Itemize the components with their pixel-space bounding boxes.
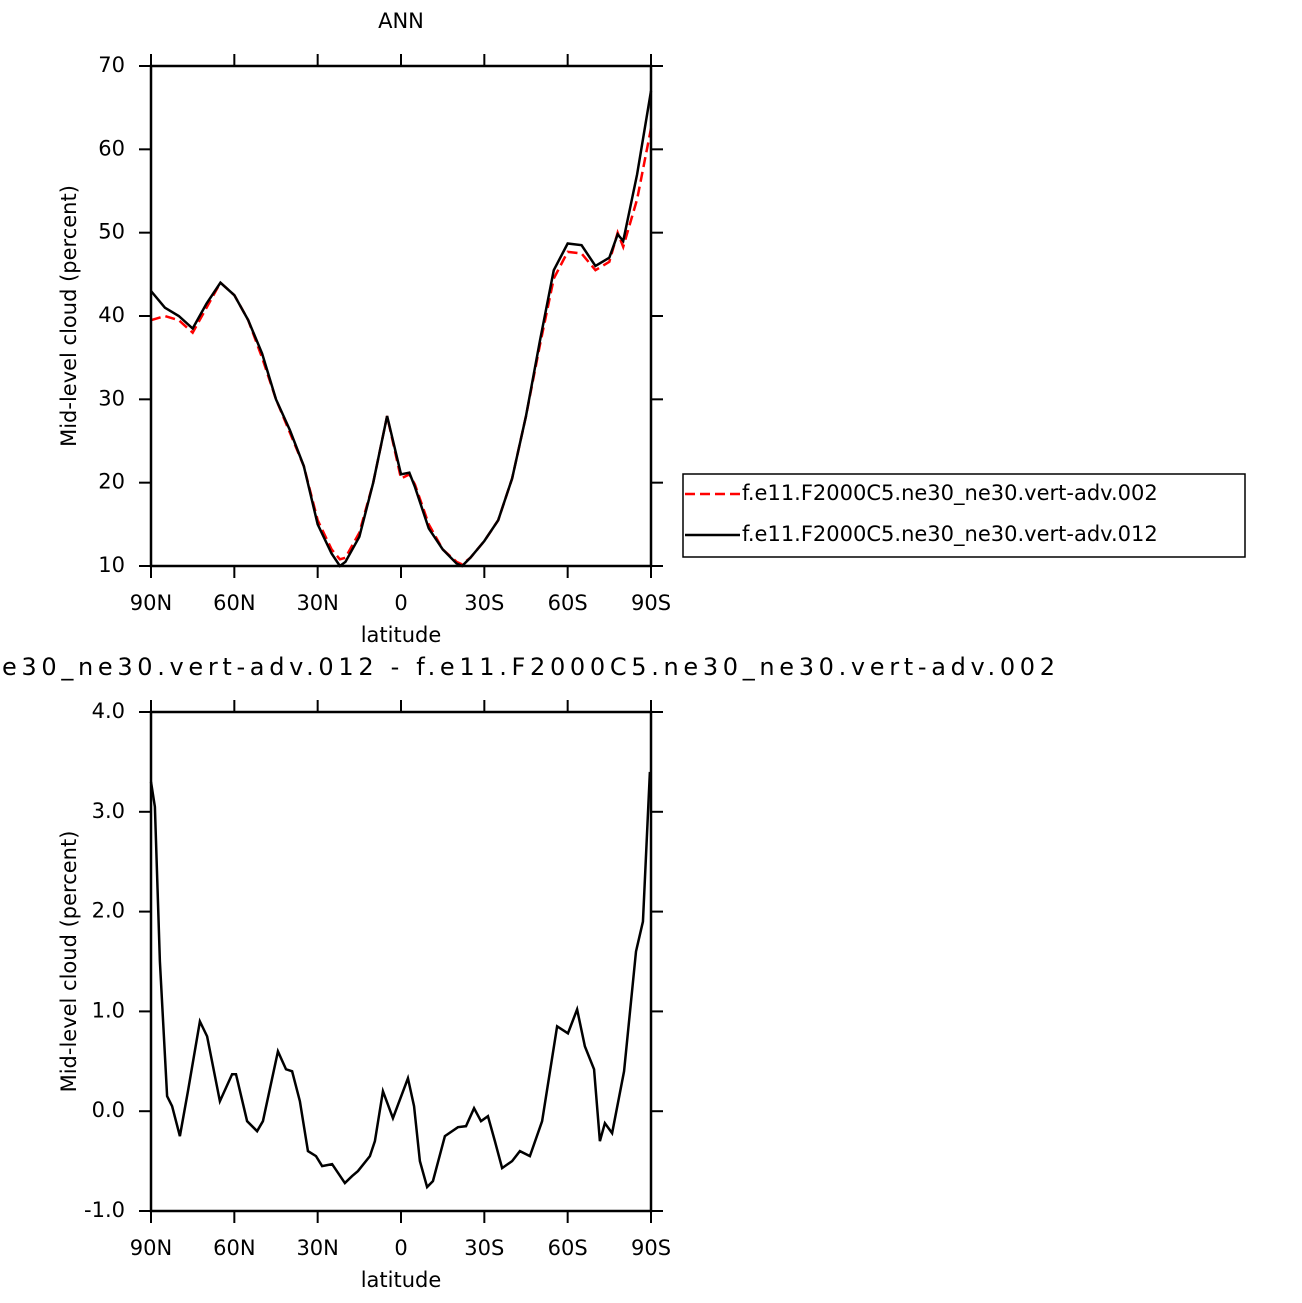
- legend-label: f.e11.F2000C5.ne30_ne30.vert-adv.012: [742, 522, 1158, 547]
- data-line: [150, 128, 653, 566]
- chart-title: ANN: [378, 9, 424, 33]
- x-tick-label: 60S: [548, 591, 588, 615]
- y-tick-label: 3.0: [92, 799, 125, 823]
- data-line: [150, 90, 653, 568]
- y-tick-label: 70: [98, 53, 125, 77]
- y-tick-label: 50: [98, 220, 125, 244]
- x-tick-label: 60N: [213, 1236, 255, 1260]
- data-line: [149, 771, 652, 1190]
- x-tick-label: 90N: [130, 591, 172, 615]
- y-tick-label: 2.0: [92, 899, 125, 923]
- x-tick-label: 90S: [631, 1236, 671, 1260]
- x-tick-label: 0: [394, 591, 407, 615]
- plot-frame: [149, 64, 653, 568]
- x-tick-label: 90S: [631, 591, 671, 615]
- legend-box: [682, 473, 1246, 558]
- x-tick-label: 60S: [548, 1236, 588, 1260]
- legend-label: f.e11.F2000C5.ne30_ne30.vert-adv.002: [742, 481, 1158, 506]
- chart-title: e30_ne30.vert-adv.012 - f.e11.F2000C5.ne…: [2, 653, 1055, 681]
- x-tick-label: 30S: [464, 1236, 504, 1260]
- y-tick-label: 10: [98, 553, 125, 577]
- y-tick-label: 1.0: [92, 998, 125, 1022]
- y-axis-label: Mid-level cloud (percent): [57, 185, 81, 447]
- x-axis-label: latitude: [361, 1268, 442, 1292]
- plot-frame: [149, 710, 653, 1213]
- y-tick-label: -1.0: [84, 1198, 125, 1222]
- x-tick-label: 0: [394, 1236, 407, 1260]
- x-tick-label: 60N: [213, 591, 255, 615]
- y-tick-label: 30: [98, 386, 125, 410]
- y-tick-label: 40: [98, 303, 125, 327]
- x-axis-label: latitude: [361, 623, 442, 647]
- x-tick-label: 30N: [296, 1236, 338, 1260]
- x-tick-label: 90N: [130, 1236, 172, 1260]
- x-tick-label: 30N: [296, 591, 338, 615]
- y-tick-label: 0.0: [92, 1098, 125, 1122]
- y-axis-label: Mid-level cloud (percent): [57, 831, 81, 1093]
- y-tick-label: 60: [98, 136, 125, 160]
- y-tick-label: 4.0: [92, 699, 125, 723]
- x-tick-label: 30S: [464, 591, 504, 615]
- y-tick-label: 20: [98, 470, 125, 494]
